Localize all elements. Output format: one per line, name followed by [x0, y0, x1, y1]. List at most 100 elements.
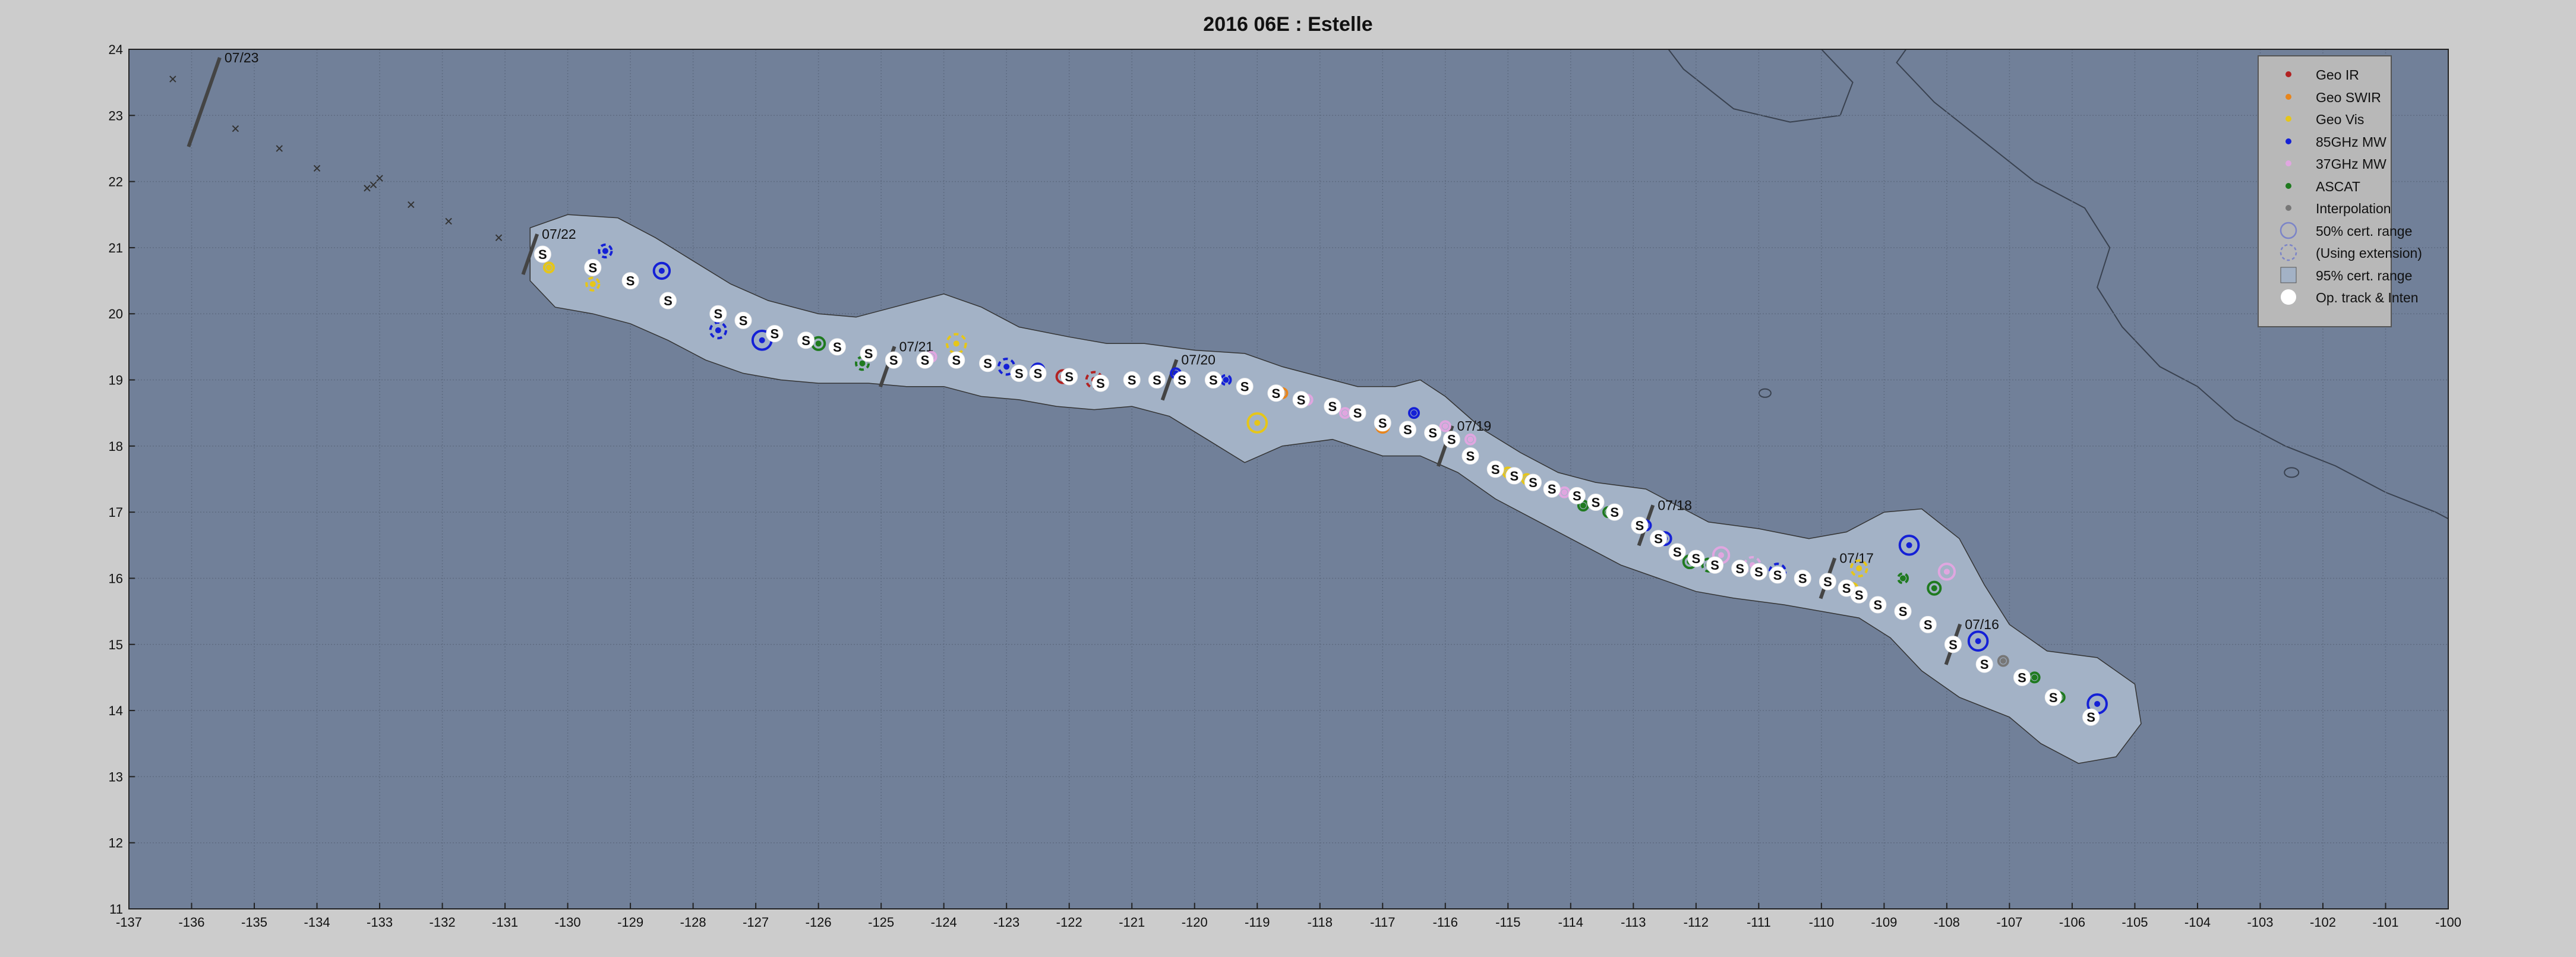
fix-range-circle: [1246, 412, 1268, 434]
track-intensity-label: S: [1378, 416, 1387, 431]
track-point: [1091, 374, 1109, 392]
track-intensity-label: S: [1510, 469, 1519, 484]
track-intensity-label: S: [1272, 386, 1281, 401]
date-label: 07/23: [225, 50, 259, 65]
track-intensity-label: S: [801, 333, 810, 348]
x-tick-label: -103: [2247, 915, 2273, 930]
date-label: 07/18: [1658, 497, 1692, 513]
legend-item: 85GHz MW: [2259, 131, 2391, 153]
legend-label: Geo Vis: [2316, 112, 2365, 127]
x-tick-label: -121: [1119, 915, 1145, 930]
extension-cross: [276, 145, 283, 152]
fix-range-circle: [652, 261, 671, 280]
track-intensity-label: S: [1353, 406, 1362, 421]
track-point: [1173, 371, 1191, 389]
y-tick-label: 18: [109, 439, 123, 454]
track-point: [1505, 467, 1523, 485]
fix-range-circle: [1220, 374, 1232, 386]
island-outline: [1758, 388, 1772, 398]
track-intensity-label: S: [833, 340, 842, 355]
fix-dot: [1900, 575, 1906, 582]
baja-coastline: [1668, 49, 1854, 123]
fix-dot: [1931, 585, 1937, 592]
track-point: [1731, 560, 1749, 577]
legend-item: (Using extension): [2259, 242, 2422, 264]
plot-frame: [128, 49, 2449, 909]
track-point: [1944, 636, 1962, 653]
track-point: [1919, 615, 1937, 633]
legend-dashed-circle: [2280, 244, 2297, 261]
legend-label: (Using extension): [2316, 245, 2422, 261]
y-tick-label: 20: [109, 307, 123, 321]
axis-ticks: -137 -136 -135 -134 -133 -132 -131 -130 -129 -128…: [109, 42, 2462, 930]
fix-dot: [953, 340, 959, 347]
track-intensity-label: S: [1153, 373, 1161, 388]
fix-range-circle: [598, 243, 613, 259]
track-point: [1010, 364, 1028, 382]
extension-cross: [370, 181, 377, 188]
fix-dot: [1718, 552, 1725, 558]
track-point: [1975, 655, 1993, 673]
legend-symbol: [2285, 182, 2291, 189]
track-point: [584, 258, 602, 276]
track-intensity-label: S: [714, 307, 722, 321]
track-intensity-label: S: [1447, 432, 1456, 447]
x-tick-label: -105: [2122, 915, 2148, 930]
track-intensity-label: S: [1754, 564, 1763, 579]
legend-label: 50% cert. range: [2316, 223, 2413, 239]
y-tick-label: 15: [109, 637, 123, 652]
legend-symbol: [2280, 267, 2297, 283]
legend-item: Interpolation: [2259, 197, 2391, 219]
track-point: [1568, 487, 1586, 504]
track-point: [1650, 530, 1668, 548]
track-point: [979, 355, 997, 372]
track-intensity-label: S: [1855, 588, 1864, 602]
fix-dot: [1906, 542, 1912, 548]
y-tick-label: 19: [109, 373, 123, 388]
fix-dot: [1254, 419, 1261, 426]
x-tick-label: -125: [868, 915, 894, 930]
fix-range-circle: [1408, 407, 1420, 419]
legend-symbol: [2285, 116, 2291, 122]
fix-range-circle: [1967, 630, 1989, 652]
legend-item: 95% cert. range: [2259, 264, 2412, 286]
track-intensity-label: S: [770, 327, 779, 342]
x-tick-label: -122: [1056, 915, 1082, 930]
x-tick-label: -116: [1433, 915, 1458, 930]
track-intensity-label: S: [1636, 518, 1644, 533]
track-point: [1060, 368, 1078, 386]
extension-cross: [495, 234, 503, 241]
track-intensity-label: S: [1529, 475, 1538, 490]
legend-dot: [2285, 116, 2291, 122]
legend-item: Geo Vis: [2259, 108, 2391, 130]
track-point: [797, 331, 815, 349]
track-point: [1668, 543, 1686, 561]
legend-square: [2280, 267, 2297, 283]
extension-cross: [232, 125, 239, 132]
track-point: [621, 272, 639, 290]
track-point: [1606, 503, 1624, 521]
x-tick-label: -109: [1871, 915, 1897, 930]
x-tick-label: -110: [1809, 915, 1834, 930]
fix-dot: [859, 360, 866, 367]
date-label: 07/21: [899, 339, 934, 354]
fix-range-circle: [1997, 655, 2009, 667]
track-intensity-label: S: [864, 346, 873, 361]
legend-item: ASCAT: [2259, 175, 2391, 197]
date-tick: [187, 57, 222, 148]
legend-dot: [2285, 160, 2291, 166]
track-intensity-label: S: [1842, 581, 1851, 596]
y-tick-label: 21: [109, 241, 123, 255]
fix-dot: [1580, 503, 1586, 509]
track-intensity-label: S: [952, 353, 961, 368]
legend-dot: [2285, 93, 2291, 100]
x-tick-label: -130: [555, 915, 581, 930]
date-label: 07/20: [1181, 352, 1216, 368]
x-tick-label: -108: [1934, 915, 1960, 930]
legend-symbol: [2280, 244, 2297, 261]
y-tick-label: 14: [109, 703, 123, 718]
fix-range-circle: [1897, 572, 1909, 585]
extension-cross: [445, 217, 452, 225]
fix-dot: [1856, 565, 1862, 571]
